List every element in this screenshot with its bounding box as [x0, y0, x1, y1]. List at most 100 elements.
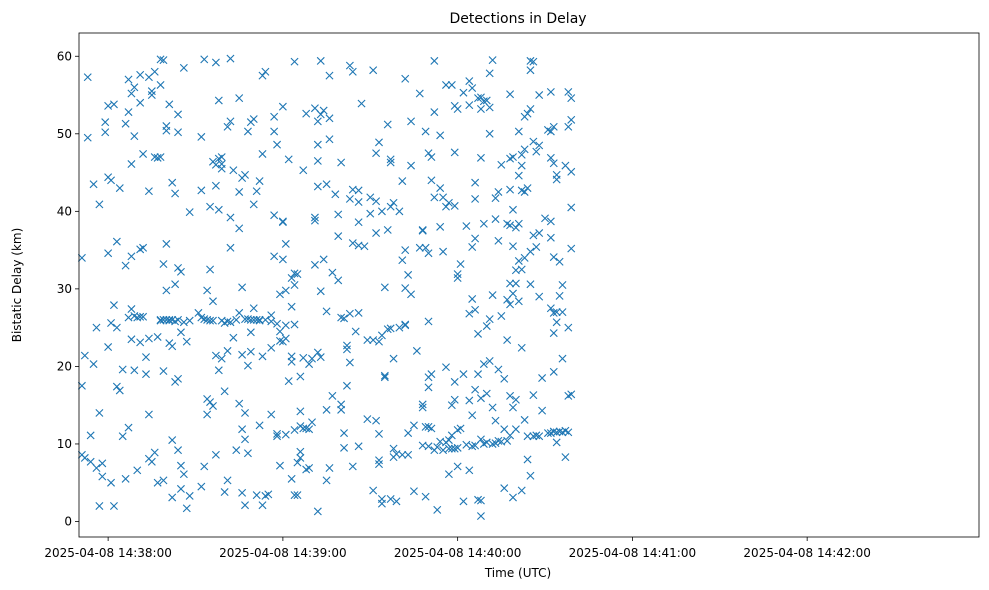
data-point	[243, 449, 252, 458]
data-point	[325, 114, 334, 123]
data-point	[267, 343, 276, 352]
data-point	[523, 455, 532, 464]
data-point	[208, 297, 217, 306]
data-point	[325, 71, 334, 80]
data-point	[147, 87, 156, 96]
data-point	[130, 366, 139, 375]
data-point	[124, 313, 133, 322]
data-point	[313, 507, 322, 516]
data-point	[511, 279, 520, 288]
data-point	[293, 270, 302, 279]
data-point	[89, 180, 98, 189]
data-point	[494, 436, 503, 445]
data-point	[462, 222, 471, 231]
data-point	[194, 308, 203, 317]
data-point	[436, 184, 445, 193]
data-point	[258, 352, 267, 361]
data-point	[95, 200, 104, 209]
data-point	[567, 244, 576, 253]
data-point	[144, 410, 153, 419]
data-point	[398, 256, 407, 265]
data-point	[217, 164, 226, 173]
data-point	[535, 292, 544, 301]
data-point	[313, 348, 322, 357]
data-point	[107, 478, 116, 487]
data-point	[546, 87, 555, 96]
data-point	[270, 252, 279, 261]
data-point	[450, 148, 459, 157]
data-point	[238, 283, 247, 292]
data-point	[310, 104, 319, 113]
data-point	[427, 370, 436, 379]
data-point	[360, 242, 369, 251]
data-point	[121, 261, 130, 270]
data-point	[328, 268, 337, 277]
data-point	[450, 377, 459, 386]
x-tick-label: 2025-04-08 14:40:00	[394, 546, 521, 560]
data-point	[235, 187, 244, 196]
data-point	[407, 161, 416, 170]
data-point	[436, 222, 445, 231]
data-point	[383, 120, 392, 129]
data-point	[474, 94, 483, 103]
data-point	[290, 320, 299, 329]
data-point	[555, 257, 564, 266]
data-point	[395, 207, 404, 216]
data-point	[182, 337, 191, 346]
y-axis-label: Bistatic Delay (km)	[10, 228, 24, 343]
data-point	[404, 450, 413, 459]
data-point	[529, 231, 538, 240]
data-point	[526, 247, 535, 256]
data-point	[546, 217, 555, 226]
data-point	[305, 425, 314, 434]
data-point	[433, 505, 442, 514]
data-point	[424, 442, 433, 451]
data-point	[442, 80, 450, 89]
data-point	[488, 291, 497, 300]
data-points	[77, 54, 576, 521]
data-point	[281, 321, 290, 330]
data-point	[142, 370, 150, 379]
data-point	[206, 316, 215, 325]
data-point	[535, 141, 544, 150]
data-point	[366, 209, 375, 218]
data-point	[558, 281, 567, 289]
data-point	[459, 88, 468, 97]
data-point	[514, 127, 523, 136]
data-point	[150, 153, 159, 162]
data-point	[171, 189, 180, 198]
data-point	[220, 387, 229, 396]
data-point	[529, 137, 538, 146]
data-point	[328, 391, 337, 400]
data-point	[214, 96, 223, 105]
data-point	[549, 308, 558, 317]
data-point	[479, 219, 488, 228]
data-point	[179, 470, 188, 479]
data-point	[296, 453, 305, 462]
data-point	[223, 476, 232, 485]
data-point	[270, 112, 279, 121]
data-point	[319, 106, 328, 115]
data-point	[372, 416, 381, 425]
data-point	[383, 225, 392, 234]
data-point	[465, 396, 474, 405]
data-point	[98, 459, 107, 468]
data-point	[226, 117, 235, 126]
data-point	[430, 108, 439, 117]
data-point	[456, 260, 465, 269]
data-point	[299, 353, 308, 362]
data-point	[270, 127, 279, 136]
data-point	[238, 488, 247, 497]
data-point	[313, 117, 322, 126]
data-point	[197, 482, 206, 491]
data-point	[299, 166, 308, 175]
data-point	[107, 176, 116, 185]
data-point	[453, 443, 462, 452]
data-point	[316, 110, 325, 119]
data-point	[214, 366, 223, 375]
data-point	[241, 501, 250, 510]
data-point	[439, 446, 448, 455]
data-point	[185, 208, 194, 217]
data-point	[398, 177, 407, 186]
data-point	[310, 213, 319, 222]
